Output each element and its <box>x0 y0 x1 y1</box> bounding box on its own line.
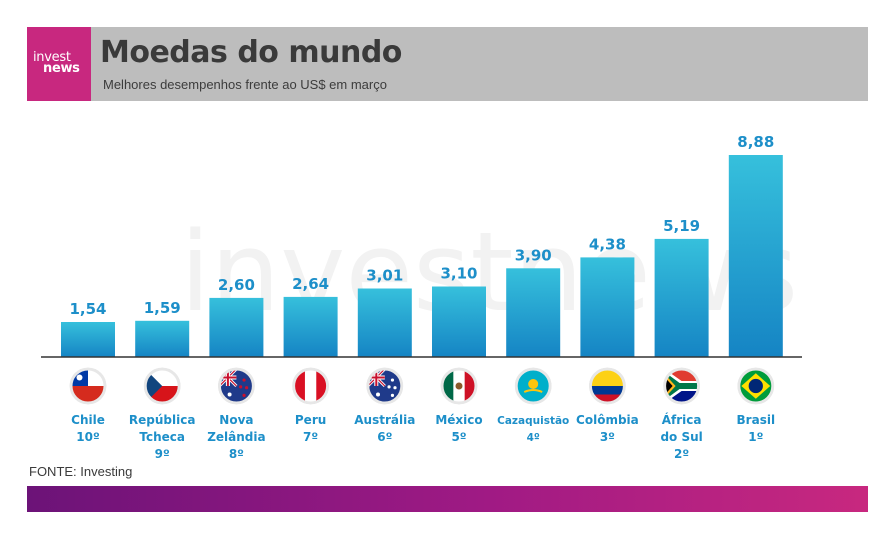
chile-flag-icon <box>67 365 109 407</box>
new-zealand-flag-icon <box>215 365 257 407</box>
bar-2 <box>209 297 264 357</box>
logo-line1: invest <box>33 50 71 65</box>
category-label-8-1: do Sul <box>660 430 702 444</box>
value-label-2: 2,60 <box>218 276 255 294</box>
south-africa-flag-icon <box>661 365 703 407</box>
rank-label-5: 5º <box>451 430 466 444</box>
value-label-5: 3,10 <box>440 265 477 283</box>
value-label-4: 3,01 <box>366 267 403 285</box>
brazil-flag-icon <box>735 365 777 407</box>
value-label-6: 3,90 <box>515 246 552 264</box>
category-label-5-0: México <box>435 413 482 427</box>
czech-flag-icon <box>141 365 183 407</box>
rank-label-2: 8º <box>229 447 244 461</box>
mexico-flag-icon <box>438 365 480 407</box>
category-label-8-0: África <box>662 412 702 427</box>
category-label-1-1: Tcheca <box>139 430 185 444</box>
category-label-6-0: Cazaquistão <box>497 415 569 427</box>
rank-label-6: 4º <box>527 432 540 444</box>
value-label-0: 1,54 <box>69 300 106 318</box>
rank-label-9: 1º <box>748 430 763 444</box>
rank-label-0: 10º <box>76 430 100 444</box>
value-label-9: 8,88 <box>737 133 774 151</box>
bar-9 <box>728 155 783 357</box>
category-label-0-0: Chile <box>71 413 105 427</box>
value-label-1: 1,59 <box>144 299 181 317</box>
logo-line2: news <box>43 61 80 76</box>
footer-gradient-bar <box>27 486 868 512</box>
rank-label-3: 7º <box>303 430 318 444</box>
category-label-2-1: Zelândia <box>207 430 265 444</box>
category-label-9-0: Brasil <box>737 413 776 427</box>
value-label-7: 4,38 <box>589 235 626 253</box>
bar-1 <box>135 320 190 357</box>
bar-7 <box>580 257 635 357</box>
source-note: FONTE: Investing <box>29 464 133 479</box>
bar-5 <box>432 286 486 357</box>
category-label-7-0: Colômbia <box>576 413 639 427</box>
bar-8 <box>654 238 709 357</box>
rank-label-8: 2º <box>674 447 689 461</box>
header: invest news Moedas do mundo Melhores des… <box>27 27 868 101</box>
category-label-2-0: Nova <box>219 413 253 427</box>
bar-0 <box>61 322 115 357</box>
rank-label-1: 9º <box>155 447 170 461</box>
chart-subtitle: Melhores desempenhos frente ao US$ em ma… <box>103 77 387 92</box>
peru-flag-icon <box>290 365 332 407</box>
category-label-1-0: República <box>129 413 196 427</box>
rank-label-7: 3º <box>600 430 615 444</box>
investnews-logo: invest news <box>27 27 91 101</box>
rank-label-4: 6º <box>377 430 392 444</box>
colombia-flag-icon <box>586 365 628 407</box>
australia-flag-icon <box>364 365 406 407</box>
chart-title: Moedas do mundo <box>100 35 402 70</box>
value-label-8: 5,19 <box>663 217 700 235</box>
category-label-3-0: Peru <box>295 413 326 427</box>
bar-4 <box>357 288 412 357</box>
value-label-3: 2,64 <box>292 275 329 293</box>
category-label-4-0: Austrália <box>354 413 415 427</box>
bar-3 <box>283 296 338 357</box>
bar-6 <box>506 268 561 357</box>
kazakhstan-flag-icon <box>512 365 554 407</box>
